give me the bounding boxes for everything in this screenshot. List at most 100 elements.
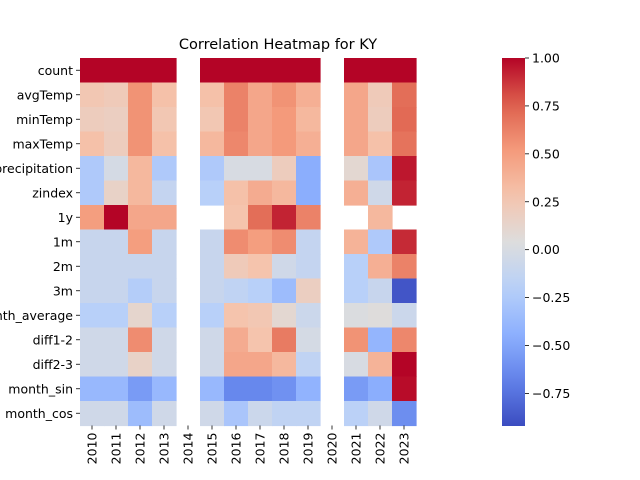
heatmap-cell (296, 352, 321, 378)
colorbar-tick-label: −0.50 (532, 338, 570, 353)
heatmap-cell (296, 401, 321, 427)
heatmap-cell (368, 352, 393, 378)
heatmap-cell (224, 229, 249, 255)
heatmap-cell (152, 229, 177, 255)
row-label: avgTemp (17, 87, 73, 102)
heatmap-cell (128, 156, 153, 182)
heatmap-cell (104, 303, 129, 329)
heatmap-cell (200, 82, 225, 108)
column-label: 2017 (253, 433, 268, 465)
heatmap-cell (80, 376, 105, 402)
heatmap-cell (368, 278, 393, 304)
heatmap-cell (272, 205, 297, 231)
row-label: zindex (32, 185, 73, 200)
heatmap-cell (80, 278, 105, 304)
heatmap-cell (224, 82, 249, 108)
heatmap-cell (272, 303, 297, 329)
heatmap-cell (128, 254, 153, 280)
heatmap-cell (200, 156, 225, 182)
column-label: 2016 (229, 432, 244, 464)
heatmap-cell (152, 156, 177, 182)
heatmap-cell (152, 205, 177, 231)
heatmap-cells (80, 58, 417, 427)
row-label: 2m (53, 259, 73, 274)
heatmap-cell (344, 131, 369, 157)
heatmap-cell (368, 254, 393, 280)
heatmap-cell (224, 352, 249, 378)
heatmap-cell (296, 180, 321, 206)
heatmap-cell (104, 401, 129, 427)
heatmap-cell (224, 254, 249, 280)
heatmap-cell (296, 229, 321, 255)
heatmap-cell (104, 156, 129, 182)
heatmap-cell (200, 107, 225, 133)
heatmap-cell (296, 205, 321, 231)
heatmap-cell (224, 303, 249, 329)
colorbar-tick-label: 1.00 (532, 51, 560, 66)
heatmap-cell (344, 303, 369, 329)
row-label: 3m (53, 283, 73, 298)
heatmap-cell (224, 205, 249, 231)
heatmap-cell (392, 156, 417, 182)
row-label: diff1-2 (33, 332, 73, 347)
heatmap-cell (272, 278, 297, 304)
heatmap-cell (368, 376, 393, 402)
heatmap-cell (344, 156, 369, 182)
heatmap-cell (392, 352, 417, 378)
row-label: 1y (58, 210, 74, 225)
row-label: maxTemp (12, 136, 73, 151)
heatmap-cell (152, 131, 177, 157)
heatmap-cell (344, 352, 369, 378)
heatmap-cell (344, 229, 369, 255)
heatmap-cell (80, 131, 105, 157)
heatmap-cell (104, 352, 129, 378)
heatmap-cell (344, 82, 369, 108)
row-label: precipitation (0, 161, 73, 176)
heatmap-cell (104, 327, 129, 353)
heatmap-cell (392, 107, 417, 133)
heatmap-cell (272, 58, 297, 84)
heatmap-cell (224, 58, 249, 84)
heatmap-cell (200, 352, 225, 378)
heatmap-cell (344, 180, 369, 206)
heatmap-cell (200, 327, 225, 353)
heatmap-cell (248, 180, 273, 206)
heatmap-cell (128, 131, 153, 157)
heatmap-cell (296, 376, 321, 402)
heatmap-cell (296, 327, 321, 353)
heatmap-cell (392, 278, 417, 304)
heatmap-cell (272, 156, 297, 182)
heatmap-cell (80, 401, 105, 427)
heatmap-cell (224, 376, 249, 402)
heatmap-cell (296, 278, 321, 304)
row-label: diff2-3 (33, 357, 73, 372)
heatmap-cell (248, 401, 273, 427)
heatmap-cell (296, 58, 321, 84)
heatmap-cell (272, 82, 297, 108)
heatmap-cell (128, 107, 153, 133)
heatmap-cell (248, 327, 273, 353)
heatmap-cell (224, 278, 249, 304)
heatmap-cell (224, 180, 249, 206)
heatmap-cell (128, 376, 153, 402)
heatmap-cell (296, 131, 321, 157)
heatmap-cell (368, 107, 393, 133)
heatmap-cell (248, 376, 273, 402)
colorbar: −0.75 −0.50 −0.25 0.00 0.25 0.50 0.75 1.00 (502, 51, 570, 426)
heatmap-cell (200, 303, 225, 329)
heatmap-cell (272, 376, 297, 402)
column-label: 2022 (373, 433, 388, 465)
heatmap-cell (248, 352, 273, 378)
heatmap-cell (272, 229, 297, 255)
heatmap-cell (152, 352, 177, 378)
column-label: 2014 (181, 432, 196, 464)
heatmap-cell (200, 278, 225, 304)
heatmap-cell (200, 58, 225, 84)
heatmap-cell (152, 180, 177, 206)
heatmap-cell (272, 254, 297, 280)
heatmap-cell (368, 229, 393, 255)
heatmap-cell (368, 327, 393, 353)
heatmap-cell (344, 327, 369, 353)
heatmap-cell (128, 401, 153, 427)
